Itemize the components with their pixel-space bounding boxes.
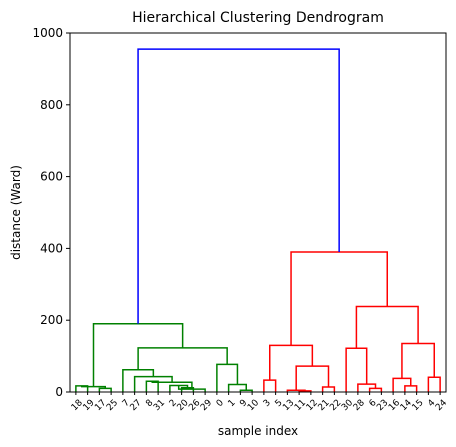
chart-title: Hierarchical Clustering Dendrogram [132,10,384,26]
leaf-label: 15 [411,398,426,413]
dendrogram-link [427,376,441,392]
leaf-label: 24 [434,398,449,413]
dendrogram-link [321,386,336,392]
plot-frame [69,32,447,393]
leaf-label: 3 [262,398,273,409]
leaf-label: 0 [215,398,226,409]
leaf-label: 27 [129,398,144,413]
dendrogram-link [137,347,228,370]
leaf-label: 9 [238,398,249,409]
leaf-label: 1 [227,398,238,409]
leaf-label: 5 [274,398,285,409]
dendrogram-link [216,363,239,392]
dendrogram-link [263,379,277,392]
leaf-label: 7 [121,398,132,409]
y-axis-label: distance (Ward) [9,165,23,260]
leaf-label: 31 [152,398,167,413]
leaf-label: 25 [105,398,120,413]
y-tick-label: 800 [40,98,63,112]
y-tick-label: 200 [40,313,63,327]
dendrogram-link [345,347,368,392]
dendrogram-link [290,251,388,346]
dendrogram-link [368,387,383,392]
leaf-label: 29 [199,398,214,413]
y-tick-label: 0 [55,385,63,399]
dendrogram-link [404,385,418,392]
x-axis-label: sample index [218,424,298,438]
dendrogram-link [401,342,435,379]
y-tick-label: 400 [40,241,63,255]
leaf-label: 10 [246,398,261,413]
dendrogram-link [269,344,314,381]
dendrogram-link [133,375,173,392]
dendrogram-link [137,48,340,324]
dendrogram-link [98,387,112,392]
leaf-label: 28 [352,398,367,413]
leaf-label: 8 [144,398,155,409]
y-axis: 0 200 400 600 800 1000 [32,26,70,399]
leaf-label: 2 [168,398,179,409]
dendrogram-links [75,48,441,392]
y-tick-label: 1000 [32,26,63,40]
leaf-label: 4 [426,398,437,409]
dendrogram-link [355,305,419,349]
y-tick-label: 600 [40,170,63,184]
leaf-label: 6 [368,398,379,409]
